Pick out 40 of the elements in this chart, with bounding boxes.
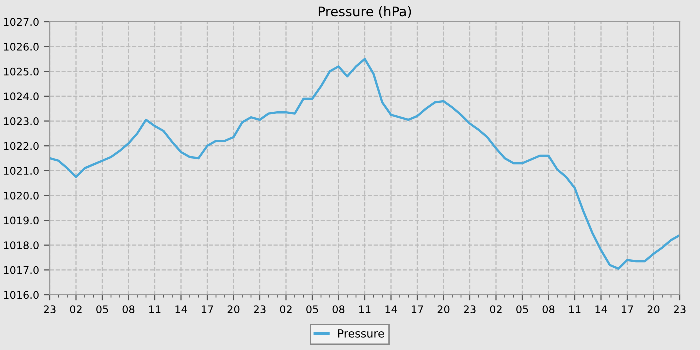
y-tick-label: 1023.0 xyxy=(4,118,39,126)
x-tick-label: 14 xyxy=(176,306,188,314)
x-tick-label: 23 xyxy=(674,306,686,314)
x-tick-label: 02 xyxy=(70,306,82,314)
x-tick-label: 14 xyxy=(596,306,608,314)
y-tick-label: 1019.0 xyxy=(4,216,39,225)
x-tick-label: 17 xyxy=(202,306,214,314)
x-tick-label: 05 xyxy=(96,306,108,314)
x-tick-label: 05 xyxy=(306,306,318,314)
x-tick-label: 02 xyxy=(490,306,502,314)
x-tick-label: 20 xyxy=(648,306,660,314)
y-tick-label: 1018.0 xyxy=(4,242,39,250)
x-tick-label: 23 xyxy=(254,306,266,314)
x-tick-label: 11 xyxy=(150,306,161,314)
x-tick-label: 23 xyxy=(464,306,476,314)
y-tick-label: 1017.0 xyxy=(4,266,39,274)
y-tick-label: 1025.0 xyxy=(4,68,39,76)
x-tick-label: 11 xyxy=(360,306,371,314)
y-tick-label: 1020.0 xyxy=(4,192,39,200)
x-tick-label: 20 xyxy=(228,306,240,314)
x-tick-label: 11 xyxy=(570,306,581,314)
x-tick-label: 17 xyxy=(412,306,424,314)
x-tick-label: 14 xyxy=(386,306,398,314)
chart-title: Pressure (hPa) xyxy=(318,6,412,18)
x-tick-label: 08 xyxy=(122,306,135,314)
x-tick-label: 05 xyxy=(516,306,528,314)
y-tick-label: 1024.0 xyxy=(4,92,39,101)
x-tick-label: 08 xyxy=(332,306,345,314)
y-tick-label: 1022.0 xyxy=(4,142,39,150)
y-tick-label: 1026.0 xyxy=(4,43,39,51)
x-tick-label: 08 xyxy=(542,306,555,314)
y-tick-label: 1016.0 xyxy=(4,291,39,300)
y-tick-label: 1027.0 xyxy=(4,18,39,26)
x-tick-label: 20 xyxy=(438,306,450,314)
line-series xyxy=(50,58,680,270)
y-tick-label: 1021.0 xyxy=(4,167,39,176)
x-tick-label: 02 xyxy=(280,306,292,314)
x-tick-label: 17 xyxy=(622,306,634,314)
x-tick-label: 23 xyxy=(44,306,56,314)
legend-label: Pressure xyxy=(338,330,384,338)
